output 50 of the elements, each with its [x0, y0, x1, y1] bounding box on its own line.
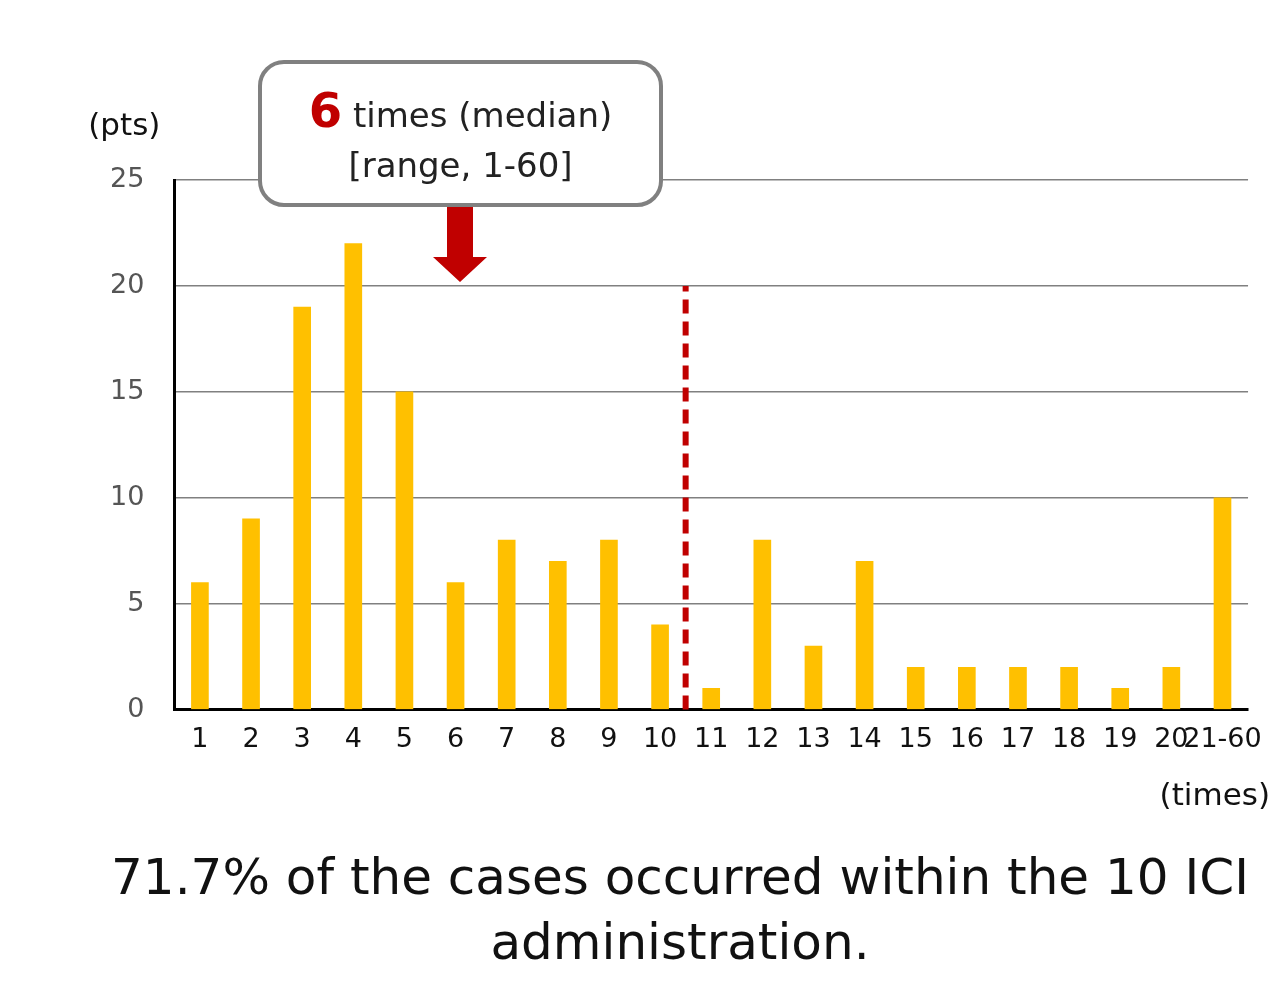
x-tick-label: 2 — [242, 721, 260, 753]
bar — [651, 624, 669, 710]
x-tick-label: 17 — [1000, 721, 1036, 753]
bar — [958, 666, 976, 710]
text: 71.7% of the cases occurred within the 10 ICI administration. — [110, 847, 1250, 973]
bar — [1009, 666, 1027, 710]
bar — [242, 518, 260, 710]
bar — [344, 243, 363, 710]
y-tick-label: 15 — [110, 373, 145, 405]
x-tick-label: 3 — [293, 721, 311, 753]
bar — [753, 539, 772, 710]
x-axis-title: (times) — [1159, 775, 1270, 812]
x-tick-label: 10 — [642, 721, 678, 753]
y-tick-label: 20 — [110, 267, 145, 299]
bar — [600, 539, 618, 710]
x-tick-label: 1 — [191, 721, 209, 753]
x-tick-label: 8 — [549, 721, 567, 753]
x-tick-label: 18 — [1051, 721, 1087, 753]
x-tick-label: 19 — [1103, 721, 1138, 753]
bar — [702, 688, 721, 710]
bar — [446, 582, 465, 710]
x-tick-label: 11 — [694, 721, 729, 753]
bar — [855, 560, 874, 710]
x-tick-label: 16 — [949, 721, 985, 753]
x-tick-label: 6 — [446, 721, 465, 753]
x-tick-label: 15 — [898, 721, 933, 753]
x-tick-label: 13 — [796, 721, 831, 753]
x-tick-label: 7 — [498, 721, 516, 753]
annotation: 6 times (median) [range, 1-60] — [308, 82, 613, 185]
bar — [1213, 497, 1232, 710]
bar — [804, 645, 823, 710]
x-tick-label: 9 — [600, 721, 618, 753]
y-tick-label: 25 — [110, 162, 145, 194]
x-tick-label: 5 — [395, 721, 414, 753]
bar — [906, 666, 925, 710]
x-tick-label: 14 — [847, 721, 882, 753]
bar — [497, 539, 516, 710]
bar — [548, 560, 567, 710]
bar — [191, 582, 209, 710]
y-axis-title: (pts) — [88, 106, 161, 142]
bar — [1162, 666, 1181, 710]
bar — [1060, 666, 1078, 710]
bar — [395, 391, 414, 710]
y-tick-label: 0 — [127, 691, 145, 723]
y-tick-label: 5 — [127, 585, 145, 617]
x-tick-label: 4 — [344, 721, 362, 753]
bar — [1111, 688, 1130, 710]
y-tick-label: 10 — [110, 479, 145, 511]
bar — [293, 306, 312, 710]
x-tick-label: 12 — [745, 721, 780, 753]
